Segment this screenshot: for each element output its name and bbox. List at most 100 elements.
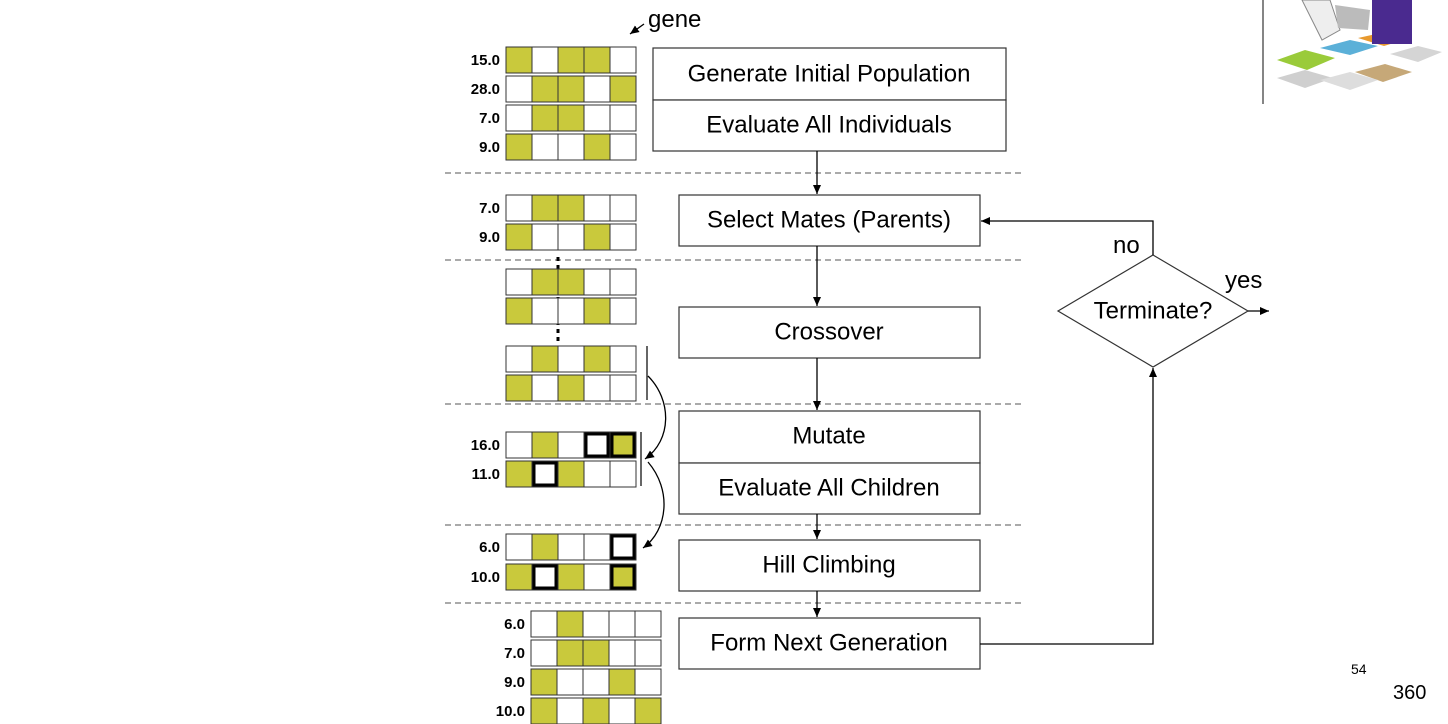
gene-cell: [531, 345, 559, 373]
gene-cell: [582, 639, 610, 667]
fitness-value: 15.0: [471, 52, 500, 69]
chromosome: 10.0: [496, 697, 662, 724]
chromosome: 7.0: [479, 194, 637, 222]
gene-cell: [505, 268, 533, 296]
changed-gene-highlight: [610, 534, 636, 560]
gene-cell: [583, 133, 611, 161]
arrow-mutated-to-hill: [642, 461, 665, 549]
gene-cell: [557, 223, 585, 251]
gene-cell: [583, 46, 611, 74]
chromosome-groups: 15.0 28.0 7.0 9.0 7.0 9.0 16.0 11.0 6.0 10.0 6.0 7.…: [471, 46, 662, 724]
gene-cell: [557, 133, 585, 161]
gene-cell: [531, 194, 559, 222]
gene-cell: [557, 75, 585, 103]
gene-cell: [505, 194, 533, 222]
chromosome: 7.0: [479, 104, 637, 132]
gene-cell: [531, 46, 559, 74]
gene-cell: [609, 104, 637, 132]
gene-cell: [583, 533, 611, 561]
gene-cell: [583, 431, 611, 459]
gene-cell: [505, 223, 533, 251]
step-generate-label: Generate Initial Population: [688, 60, 971, 87]
gene-cell: [608, 639, 636, 667]
gene-cell: [505, 345, 533, 373]
step-evaluate-children-box: Evaluate All Children: [678, 462, 981, 515]
terminate-label: Terminate?: [1094, 297, 1213, 324]
terminate-decision: Terminate?: [1056, 254, 1250, 368]
gene-cell: [609, 297, 637, 325]
gene-pointer-arrow: [629, 23, 645, 35]
gene-cell: [556, 697, 584, 724]
gene-cell: [609, 133, 637, 161]
chromosome-group-crossover-children: [505, 345, 637, 402]
fitness-value: 6.0: [479, 539, 500, 556]
fitness-value: 10.0: [496, 703, 525, 720]
fitness-value: 28.0: [471, 81, 500, 98]
changed-gene-highlight: [532, 461, 558, 487]
gene-cell: [557, 431, 585, 459]
gene-cell: [583, 374, 611, 402]
gene-cell: [505, 533, 533, 561]
step-mutate-label: Mutate: [792, 422, 865, 449]
chromosome: 16.0: [471, 431, 637, 459]
section-dividers: [445, 172, 1025, 604]
gene-cell: [583, 75, 611, 103]
chromosome: 6.0: [504, 610, 662, 638]
gene-cell: [557, 460, 585, 488]
gene-cell: [583, 297, 611, 325]
thumbnail-robot-arm: [1301, 0, 1341, 41]
gene-cell: [505, 460, 533, 488]
gene-cell: [557, 46, 585, 74]
step-select-label: Select Mates (Parents): [707, 206, 951, 233]
gene-cell: [583, 104, 611, 132]
fitness-value: 9.0: [479, 139, 500, 156]
thumbnail-robot: [1372, 0, 1412, 44]
thumbnail-image: [1262, 0, 1442, 104]
chromosome-group-next-generation: 6.0 7.0 9.0 10.0: [496, 610, 662, 724]
changed-gene-highlight: [532, 564, 558, 590]
step-evaluate-all-label: Evaluate All Individuals: [706, 111, 951, 138]
gene-cell: [505, 374, 533, 402]
gene-cell: [634, 610, 662, 638]
chromosome: [505, 297, 637, 325]
chromosome-group-mutated: 16.0 11.0: [471, 431, 637, 488]
chromosome: 9.0: [504, 668, 662, 696]
gene-cell: [557, 268, 585, 296]
gene-cell: [583, 194, 611, 222]
step-next-gen-box: Form Next Generation: [678, 617, 981, 670]
gene-cell: [609, 460, 637, 488]
gene-cell: [582, 610, 610, 638]
gene-cell: [582, 668, 610, 696]
pair-brackets: [640, 346, 648, 486]
gene-cell: [505, 431, 533, 459]
gene-cell: [505, 297, 533, 325]
changed-gene-highlight: [610, 432, 636, 458]
chromosome: 7.0: [504, 639, 662, 667]
thumbnail-tile-tan: [1355, 64, 1412, 82]
gene-cell: [609, 374, 637, 402]
chromosome: 9.0: [479, 223, 637, 251]
gene-cell: [505, 133, 533, 161]
thumbnail-tile-grey1: [1277, 70, 1333, 88]
gene-cell: [556, 668, 584, 696]
gene-cell: [583, 345, 611, 373]
gene-cell: [634, 697, 662, 724]
step-evaluate-children-label: Evaluate All Children: [718, 474, 939, 501]
terminate-diamond: [1056, 254, 1250, 368]
chromosome-group-parents: 7.0 9.0: [479, 194, 637, 251]
gene-cell: [530, 697, 558, 724]
thumbnail-tile-blue: [1320, 40, 1378, 55]
gene-cell: [557, 533, 585, 561]
chromosome: 9.0: [479, 133, 637, 161]
chromosome-group-population: 15.0 28.0 7.0 9.0: [471, 46, 637, 161]
changed-gene-highlight: [610, 564, 636, 590]
chromosome: [505, 345, 637, 373]
gene-cell: [634, 639, 662, 667]
page-number: 360: [1393, 682, 1426, 704]
gene-cell: [530, 668, 558, 696]
gene-cell: [608, 610, 636, 638]
step-mutate-box: Mutate: [678, 410, 981, 464]
gene-cell: [583, 223, 611, 251]
changed-gene-highlight: [584, 432, 610, 458]
